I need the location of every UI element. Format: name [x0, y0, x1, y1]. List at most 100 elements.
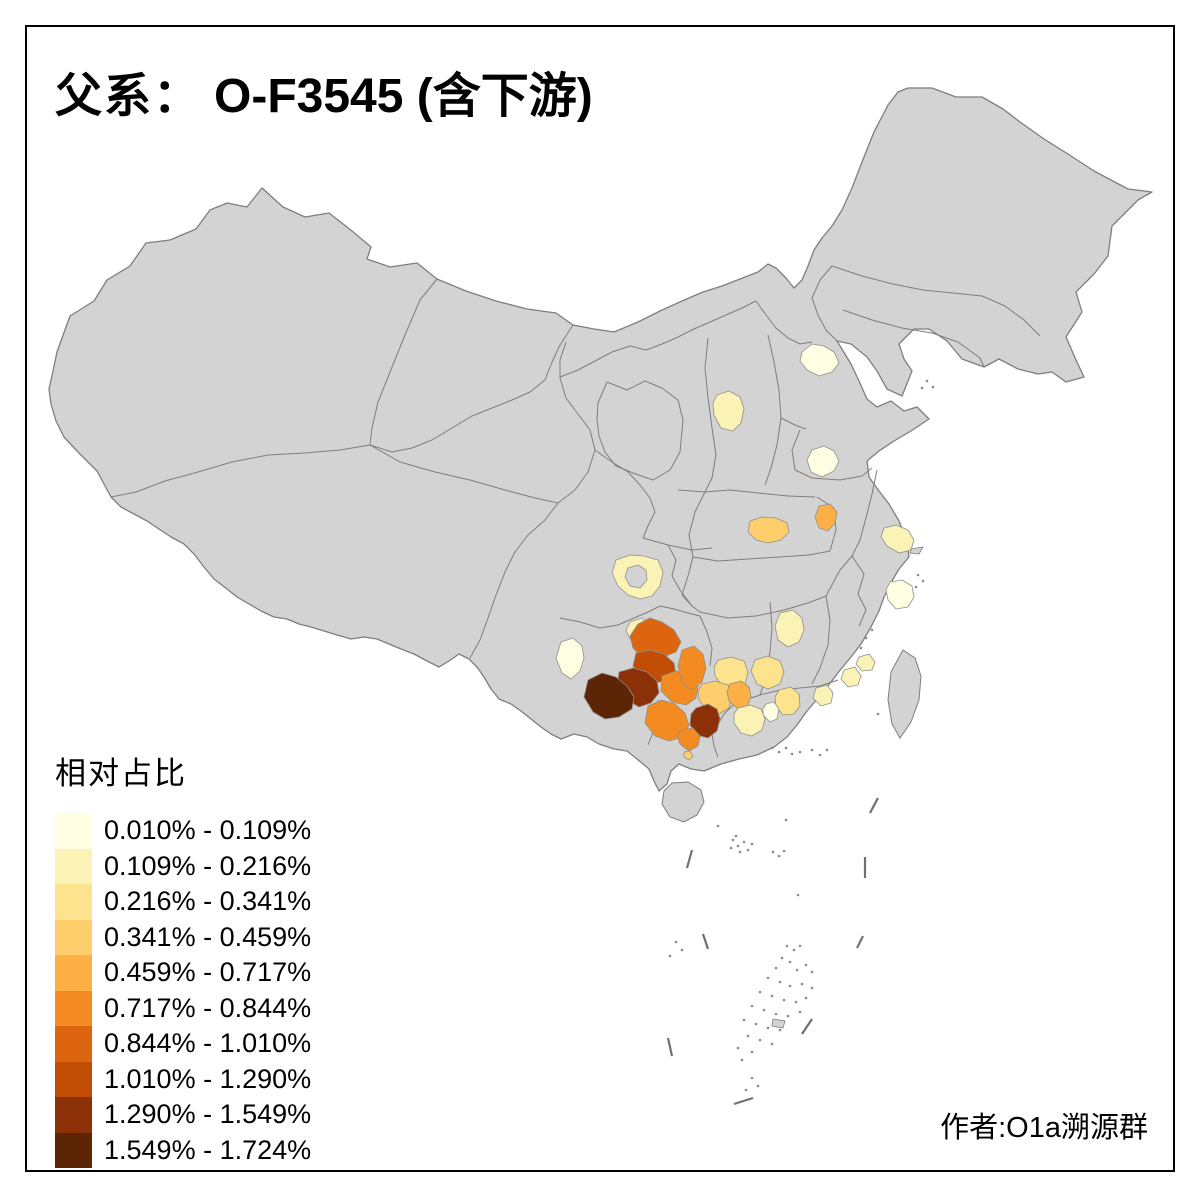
- legend-row: 0.341% - 0.459%: [55, 919, 312, 955]
- province-border: [851, 555, 867, 627]
- island-speck: [780, 956, 784, 960]
- prefecture-region: [677, 645, 707, 691]
- province-border: [825, 555, 853, 597]
- prefecture-region: [806, 445, 840, 478]
- island-speck: [716, 824, 720, 828]
- legend-swatch: [55, 813, 92, 849]
- legend-row: 0.844% - 1.010%: [55, 1026, 311, 1062]
- legend-label: 0.459% - 0.717%: [104, 957, 312, 988]
- chongming-island: [909, 546, 924, 555]
- province-border: [831, 265, 1041, 337]
- province-border: [811, 595, 831, 685]
- legend-label: 1.549% - 1.724%: [104, 1134, 312, 1165]
- legend-swatch: [55, 1132, 92, 1168]
- island-speck: [810, 986, 814, 990]
- island-speck: [750, 1076, 754, 1080]
- island-speck: [785, 944, 789, 948]
- legend-swatch: [55, 1097, 92, 1133]
- island-speck: [742, 840, 746, 844]
- province-border: [699, 615, 713, 667]
- island-speck: [794, 1000, 798, 1004]
- legend-label: 0.109% - 0.216%: [104, 850, 312, 881]
- island-speck: [770, 1042, 774, 1046]
- island-speck: [770, 746, 774, 750]
- island-speck: [925, 379, 929, 383]
- legend-row: 0.459% - 0.717%: [55, 955, 311, 991]
- island-speck: [778, 980, 782, 984]
- island-speck: [754, 1022, 758, 1026]
- island-speck: [736, 844, 740, 848]
- maritime-dash: [869, 797, 879, 814]
- island-speck: [738, 850, 742, 854]
- province-border: [699, 595, 827, 619]
- title-prefix: 父系：: [55, 71, 202, 123]
- prefecture-region: [750, 655, 785, 690]
- province-border: [688, 491, 706, 558]
- legend-title: 相对占比: [55, 756, 187, 791]
- legend-label: 0.717% - 0.844%: [104, 992, 312, 1023]
- island-speck: [782, 998, 786, 1002]
- province-border: [755, 300, 813, 345]
- province-border: [110, 444, 371, 498]
- island-speck: [742, 1018, 746, 1022]
- province-border: [791, 429, 873, 481]
- legend-swatch: [55, 884, 92, 920]
- prefecture-region: [747, 516, 790, 544]
- prefecture-region: [712, 390, 745, 432]
- island-speck: [810, 970, 814, 974]
- island-speck: [680, 948, 684, 952]
- island-speck: [804, 963, 808, 967]
- island-speck: [920, 386, 924, 390]
- province-border: [811, 265, 838, 342]
- legend-swatch: [55, 848, 92, 884]
- province-border: [704, 337, 717, 493]
- legend-swatch: [55, 955, 92, 991]
- province-border: [559, 300, 757, 378]
- legend-label: 0.341% - 0.459%: [104, 921, 312, 952]
- province-border: [692, 550, 831, 562]
- island-speck: [859, 646, 863, 650]
- island-speck: [864, 636, 868, 640]
- prefecture-region: [583, 672, 635, 720]
- legend-swatch: [55, 1026, 92, 1062]
- island-speck: [784, 818, 788, 822]
- prefecture-region: [762, 701, 780, 723]
- legend-label: 1.010% - 1.290%: [104, 1063, 312, 1094]
- prefecture-region: [840, 666, 862, 688]
- province-border: [642, 537, 713, 551]
- maritime-dash: [801, 1018, 813, 1035]
- legend: 相对占比 0.010% - 0.109% 0.109% - 0.216% 0.216…: [55, 748, 311, 1168]
- province-border: [559, 605, 701, 629]
- island-speck: [796, 893, 800, 897]
- south-china-sea-islet: [771, 1018, 786, 1029]
- prefecture-region: [774, 686, 801, 716]
- legend-label: 1.290% - 1.549%: [104, 1099, 312, 1130]
- legend-row: 1.010% - 1.290%: [55, 1061, 312, 1097]
- legend-row: 0.717% - 0.844%: [55, 990, 312, 1026]
- island-speck: [762, 1008, 766, 1012]
- hainan-island: [661, 781, 705, 823]
- island-speck: [784, 746, 788, 750]
- island-speck: [750, 1004, 754, 1008]
- island-speck: [931, 385, 935, 389]
- island-speck: [771, 850, 775, 854]
- island-speck: [740, 1058, 744, 1062]
- province-border: [667, 544, 693, 607]
- island-speck: [758, 990, 762, 994]
- island-speck: [746, 848, 750, 852]
- island-speck: [766, 1026, 770, 1030]
- island-speck: [734, 834, 738, 838]
- island-speck: [914, 585, 918, 589]
- province-border: [681, 556, 701, 613]
- island-speck: [674, 940, 678, 944]
- maritime-dash: [733, 1096, 754, 1106]
- taiwan-island: [887, 649, 922, 739]
- prefecture-region: [555, 637, 585, 680]
- legend-swatch: [55, 990, 92, 1026]
- legend-row: 0.010% - 0.109%: [55, 813, 311, 849]
- island-speck: [750, 842, 754, 846]
- prefecture-region: [855, 653, 876, 672]
- island-speck: [790, 752, 794, 756]
- island-speck: [736, 1046, 740, 1050]
